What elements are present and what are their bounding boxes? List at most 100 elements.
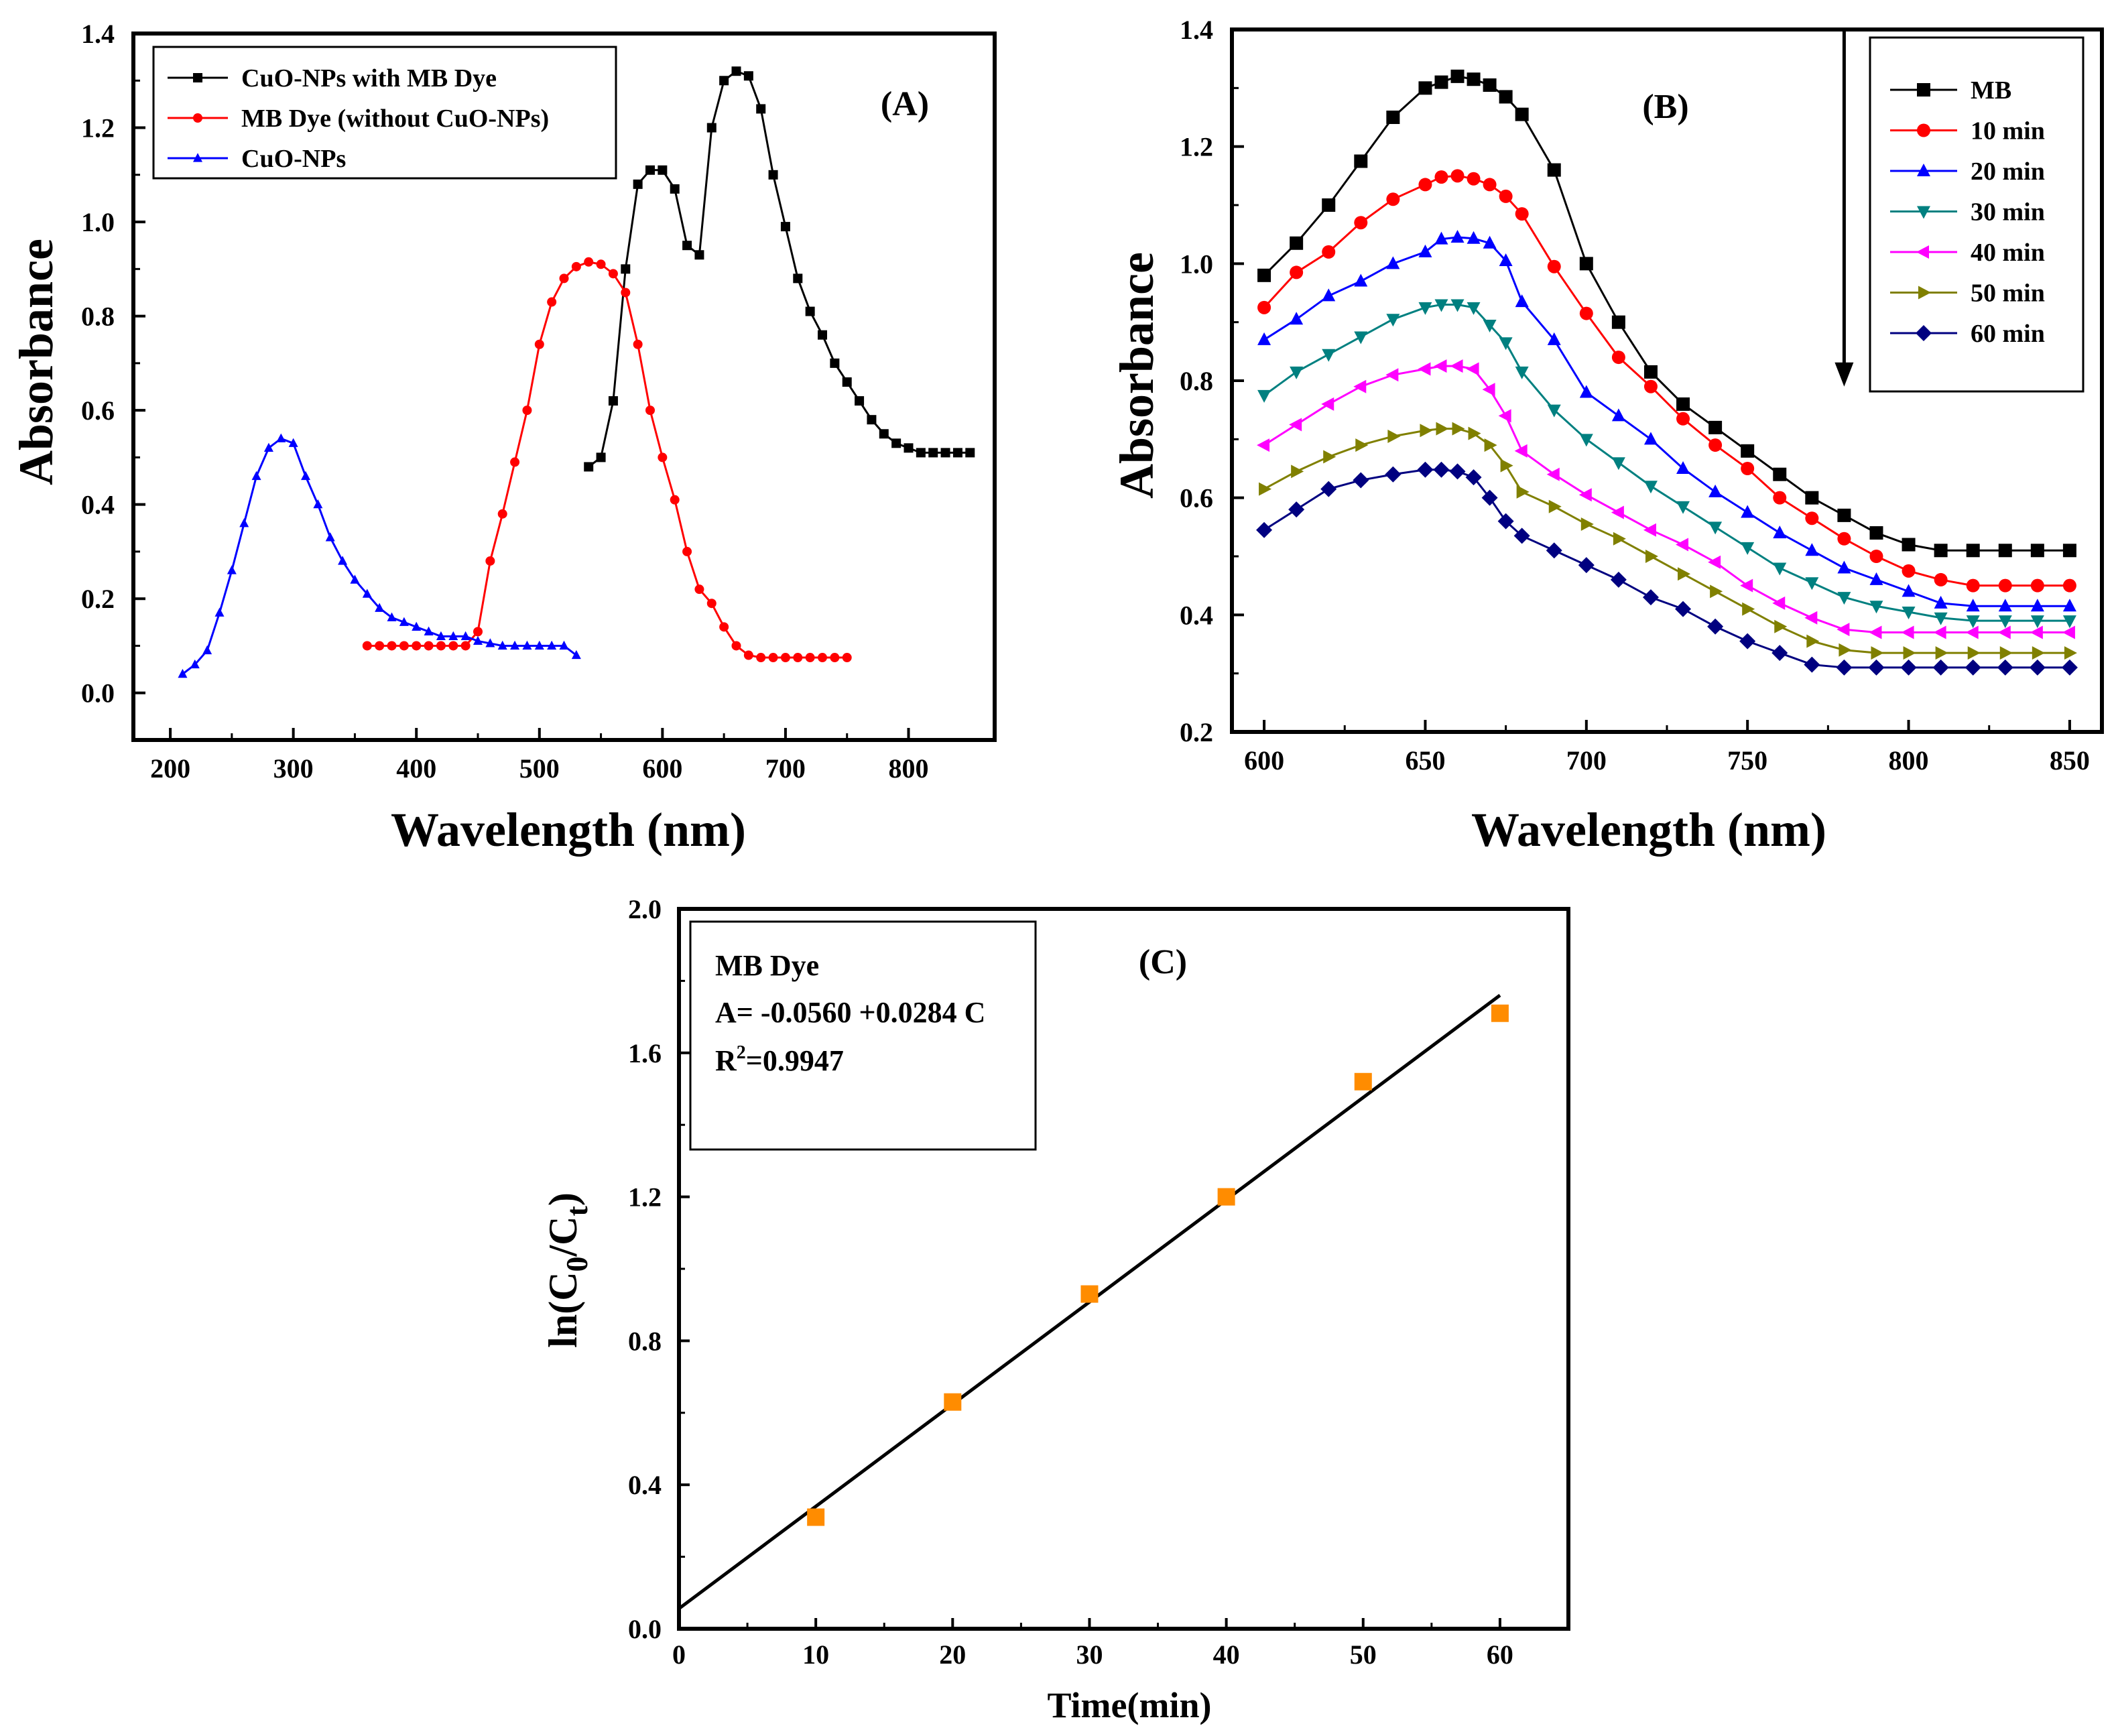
- data-point: [190, 659, 200, 669]
- data-point: [1290, 265, 1304, 280]
- data-point: [522, 406, 532, 416]
- data-point: [1257, 300, 1271, 314]
- data-point: [263, 442, 273, 452]
- data-point: [1999, 646, 2013, 660]
- panel-c-y-label-mid: /C: [541, 1216, 585, 1257]
- data-point: [510, 640, 520, 650]
- data-point: [1839, 643, 1852, 657]
- data-point: [1491, 1004, 1509, 1022]
- data-point: [1579, 306, 1593, 320]
- data-point: [1418, 362, 1431, 376]
- data-point: [1548, 499, 1562, 513]
- data-point: [621, 288, 631, 298]
- data-point: [1611, 457, 1625, 471]
- data-point: [202, 645, 212, 655]
- data-point: [1678, 567, 1691, 581]
- data-point: [2062, 625, 2075, 639]
- data-point: [608, 396, 618, 406]
- data-point: [1546, 542, 1562, 559]
- data-point: [855, 396, 865, 406]
- data-point: [497, 640, 507, 650]
- x-tick-label: 20: [939, 1639, 966, 1670]
- data-point: [2030, 599, 2044, 612]
- panel-c-y-label-prefix: ln(C: [541, 1272, 585, 1347]
- panel-c: 0 10 20 30 40 50 600.00.40.81.21.62.0 (C) Time…: [541, 894, 1570, 1725]
- data-point: [965, 448, 975, 458]
- data-point: [1386, 256, 1400, 269]
- data-point: [1676, 538, 1689, 552]
- y-tick-label: 1.4: [81, 19, 115, 49]
- y-tick-label: 2.0: [628, 894, 662, 924]
- data-point: [1933, 625, 1946, 639]
- panel-b-decrease-arrow: [1834, 29, 1854, 387]
- data-point: [1741, 444, 1755, 458]
- data-point: [1547, 404, 1561, 418]
- data-point: [251, 471, 261, 481]
- data-point: [1288, 501, 1305, 518]
- data-point: [350, 574, 360, 584]
- data-point: [424, 641, 434, 651]
- data-point: [1257, 332, 1271, 345]
- x-tick-label: 650: [1405, 745, 1445, 776]
- data-point: [547, 297, 557, 307]
- data-point: [387, 641, 397, 651]
- data-point: [1579, 385, 1593, 398]
- legend-entry: 50 min: [1971, 280, 2045, 308]
- data-point: [1869, 601, 1883, 614]
- panel-b-label: (B): [1642, 88, 1688, 126]
- legend-marker: [1917, 123, 1930, 137]
- y-tick-label: 0.8: [628, 1326, 662, 1356]
- data-point: [1902, 538, 1916, 552]
- data-point: [940, 448, 950, 458]
- data-point: [239, 518, 249, 528]
- data-point: [534, 640, 544, 650]
- y-tick-label: 0.6: [1180, 483, 1213, 513]
- series-line: [1263, 303, 2070, 622]
- y-tick-label: 1.2: [81, 113, 115, 143]
- data-point: [1773, 491, 1787, 505]
- data-point: [916, 448, 926, 458]
- y-tick-label: 0.4: [81, 490, 115, 520]
- data-point: [1806, 634, 1820, 648]
- data-point: [1611, 351, 1625, 365]
- data-point: [1710, 584, 1723, 599]
- data-point: [1578, 488, 1592, 502]
- data-point: [2032, 646, 2045, 660]
- data-point: [1467, 231, 1481, 244]
- data-point: [1998, 544, 2012, 558]
- y-tick-label: 1.0: [81, 207, 115, 237]
- data-point: [1934, 572, 1948, 586]
- data-point: [706, 599, 717, 609]
- data-point: [2030, 578, 2044, 593]
- data-point: [1804, 656, 1820, 673]
- series-line: [588, 70, 971, 468]
- data-point: [756, 653, 766, 663]
- data-point: [1353, 472, 1369, 489]
- data-point: [313, 499, 323, 509]
- data-point: [1708, 484, 1723, 497]
- data-point: [1499, 253, 1513, 266]
- data-point: [460, 631, 471, 641]
- panel-a-ticks: 200 300 400 500 600 700 800 0.0 0.2 0.4 0.6 0.8 1.0 1…: [81, 19, 929, 784]
- data-point: [1903, 646, 1916, 660]
- data-point: [1837, 560, 1851, 574]
- legend-marker: [1917, 206, 1930, 219]
- panel-c-y-label-sub-t: t: [560, 1205, 594, 1216]
- panel-c-annotation-box: [689, 920, 1037, 1151]
- data-point: [1385, 466, 1402, 483]
- data-point: [1289, 418, 1302, 432]
- data-point: [1676, 461, 1690, 474]
- data-point: [1467, 72, 1481, 86]
- data-point: [1611, 408, 1625, 422]
- data-point: [1450, 299, 1465, 312]
- data-point: [1932, 659, 1949, 676]
- data-point: [1611, 315, 1625, 329]
- data-point: [1418, 244, 1432, 257]
- data-point: [1708, 521, 1723, 535]
- data-point: [743, 71, 753, 81]
- x-tick-label: 30: [1076, 1639, 1103, 1670]
- data-point: [805, 306, 815, 316]
- data-point: [743, 650, 753, 660]
- panel-b-ticks: 600 650 700 750 800 850 0.2 0.4 0.6 0.8 1.0 1.2 1.4: [1180, 15, 2090, 776]
- legend-entry: 10 min: [1971, 117, 2045, 145]
